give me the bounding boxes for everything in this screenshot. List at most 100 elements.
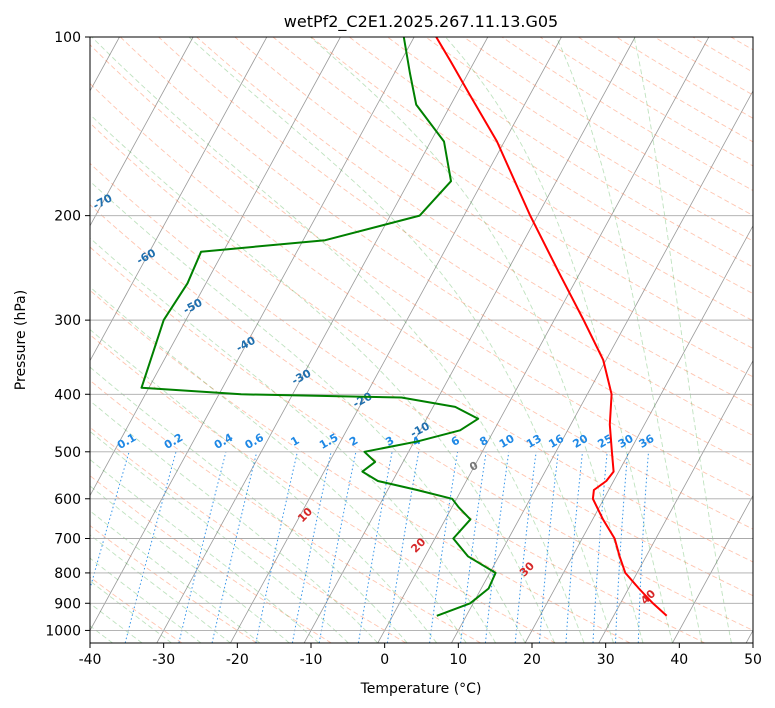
isotherm-line <box>156 37 489 643</box>
moist-adiabat-line <box>90 366 408 643</box>
dry-adiabat-lines <box>90 37 753 643</box>
dry-adiabat-line <box>349 37 753 295</box>
y-tick-label: 400 <box>54 387 81 403</box>
y-tick-label: 300 <box>54 313 81 329</box>
isotherm-line <box>303 37 636 643</box>
mixing-ratio-label: 36 <box>637 432 657 451</box>
x-tick-label: -20 <box>226 652 249 668</box>
dry-adiabat-line <box>90 204 753 631</box>
mixing-ratio-line <box>291 451 332 643</box>
plot-frame <box>89 36 754 644</box>
moist-adiabat-line <box>90 113 556 643</box>
dry-adiabat-line <box>90 334 556 643</box>
isotherm-label: -70 <box>91 191 115 212</box>
dry-adiabat-line <box>90 246 705 643</box>
moist-adiabat-line <box>90 180 526 643</box>
dry-adiabat-line <box>234 37 753 378</box>
isotherm-line <box>90 37 415 632</box>
mixing-ratio-line <box>124 451 177 643</box>
x-tick-label: -10 <box>300 652 323 668</box>
mixing-ratio-lines <box>90 451 649 643</box>
isotherm-line <box>90 37 268 362</box>
isotherm-label: -60 <box>134 246 158 267</box>
y-tick-label: 200 <box>54 209 81 225</box>
dry-adiabat-line <box>692 37 753 73</box>
x-axis-ticks: -40 -30 -20 -10 0 10 20 30 40 50 <box>79 643 762 668</box>
profile-series <box>140 37 668 617</box>
dewpoint-profile-line <box>140 37 497 617</box>
isotherm-label: -30 <box>290 367 314 388</box>
mixing-ratio-label: 0.2 <box>162 431 185 452</box>
dry-adiabat-line <box>616 37 753 119</box>
y-tick-label: 1000 <box>45 623 81 639</box>
mixing-ratio-line <box>484 451 510 643</box>
isotherm-line <box>90 37 194 227</box>
mixing-ratio-line <box>211 451 258 643</box>
x-tick-label: 30 <box>597 652 615 668</box>
isotherm-line <box>377 37 710 643</box>
x-axis-title: Temperature (°C) <box>360 681 482 697</box>
mixing-ratio-line <box>255 451 298 643</box>
moist-adiabat-line <box>90 458 320 643</box>
x-tick-label: 0 <box>380 652 389 668</box>
dry-adiabat-line <box>90 475 332 643</box>
moist-adiabat-line <box>90 237 497 643</box>
chart-title: wetPf2_C2E1.2025.267.11.13.G05 <box>284 12 558 32</box>
pressure-gridlines <box>90 37 753 631</box>
moist-adiabat-lines <box>90 37 732 643</box>
dry-adiabat-line <box>120 37 753 467</box>
moist-adiabat-line <box>90 534 231 643</box>
x-tick-label: 40 <box>670 652 688 668</box>
dry-adiabat-line <box>272 37 753 349</box>
isotherm-line <box>90 37 341 497</box>
dry-adiabat-line <box>539 37 753 167</box>
y-tick-label: 100 <box>54 30 81 46</box>
dry-adiabat-line <box>90 525 257 643</box>
moist-adiabat-line <box>555 37 703 643</box>
mixing-ratio-line <box>386 451 420 643</box>
y-axis-ticks: 100 200 300 400 500 600 700 800 900 1000 <box>45 30 90 639</box>
dry-adiabat-line <box>90 379 481 643</box>
y-tick-label: 700 <box>54 532 81 548</box>
isotherm-line <box>598 359 753 643</box>
dry-adiabat-line <box>90 44 753 498</box>
isotherm-label: 0 <box>467 459 480 474</box>
dry-adiabat-line <box>310 37 753 322</box>
moist-adiabat-line <box>90 510 261 643</box>
isotherm-label: -40 <box>234 334 258 355</box>
x-tick-label: -40 <box>79 652 102 668</box>
mixing-ratio-line <box>538 451 559 643</box>
mixing-ratio-line <box>90 451 130 591</box>
mixing-ratio-line <box>429 451 459 643</box>
mixing-ratio-label: 13 <box>524 432 544 451</box>
isotherm-label: -50 <box>181 296 205 317</box>
plot-area: -100-90-80-70-60-50-40-30-20-1000.10.20.… <box>0 37 753 643</box>
x-tick-label: 50 <box>744 652 762 668</box>
isotherm-line <box>230 37 562 643</box>
mixing-ratio-label: 1 <box>288 434 301 449</box>
x-tick-label: 10 <box>449 652 467 668</box>
isotherm-lines <box>90 37 753 643</box>
x-tick-label: -30 <box>152 652 175 668</box>
x-tick-label: 20 <box>523 652 541 668</box>
isotherm-line <box>451 90 753 643</box>
dry-adiabat-line <box>90 122 753 563</box>
mixing-ratio-label: 0.1 <box>115 431 138 452</box>
moist-adiabat-line <box>90 485 290 643</box>
mixing-ratio-label: 6 <box>449 434 462 449</box>
dry-adiabat-line <box>387 37 753 268</box>
dry-adiabat-line <box>90 289 631 643</box>
isotherm-label: -80 <box>46 139 70 160</box>
moist-adiabat-line <box>90 328 438 643</box>
isotherm-label: -90 <box>0 94 21 115</box>
moist-adiabat-line <box>188 37 614 643</box>
moist-adiabat-line <box>90 286 467 643</box>
y-tick-label: 900 <box>54 596 81 612</box>
isotherm-line <box>745 629 753 643</box>
moist-adiabat-line <box>445 37 673 643</box>
mixing-ratio-line <box>357 451 393 643</box>
y-axis-title: Pressure (hPa) <box>13 290 29 390</box>
mixing-ratio-line <box>178 451 227 643</box>
moist-adiabat-line <box>90 400 379 643</box>
